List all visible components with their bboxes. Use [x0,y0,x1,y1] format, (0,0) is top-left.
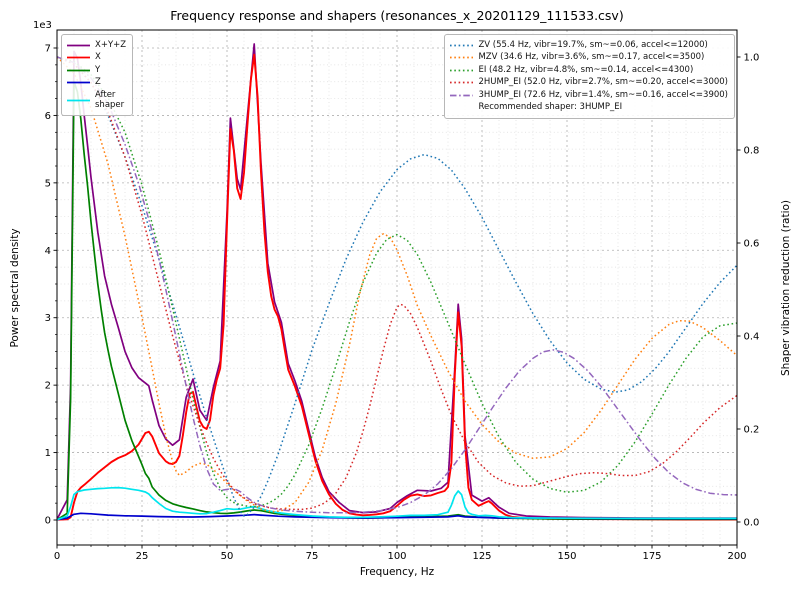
series-x [57,53,737,521]
x-tick-label: 175 [642,551,661,562]
series-after-shaper [57,486,737,521]
x-plus-y-plus-z-legend-line [67,44,90,46]
legend-item: X+Y+Z [66,40,126,51]
legend-item-label: Y [95,64,101,75]
legend-item-label: 2HUMP_EI (52.0 Hz, vibr=2.7%, sm~=0.20, … [478,77,728,88]
legend-item-label: After shaper [95,89,125,111]
blank-legend-handle [449,102,474,113]
legend-item-label: Z [95,77,101,88]
x-legend-line [67,56,90,59]
y-left-tick-label: 4 [45,246,51,257]
series-shaper-2hump-ei [57,56,737,511]
y-axis-label-left: Power spectral density [9,228,21,348]
legend-item-label: Recommended shaper: 3HUMP_EI [478,102,623,113]
series-y [57,80,737,521]
series-z [57,512,737,521]
y-right-tick-label: 0.0 [744,518,760,529]
shaper-mzv-legend-line [450,56,474,59]
y-left-tick-label: 7 [45,44,51,55]
x-tick-label: 100 [387,551,406,562]
after-shaper-legend-line [67,99,90,101]
y-left-tick-label: 2 [45,381,51,392]
y-right-tick-label: 0.2 [744,425,760,436]
chart-title: Frequency response and shapers (resonanc… [170,8,624,23]
legend-item: Z [66,77,126,88]
shaper-2hump-ei-legend-line [450,81,474,84]
y-left-tick-label: 5 [45,178,51,189]
y-axis-label-right: Shaper vibration reduction (ratio) [780,199,792,377]
x-tick-label: 150 [557,551,576,562]
x-tick-label: 125 [472,551,491,562]
z-legend-line [67,81,90,84]
legend-shapers: ZV (55.4 Hz, vibr=19.7%, sm~=0.06, accel… [444,34,735,119]
y-left-tick-label: 1 [45,448,51,459]
y-right-tick-label: 0.4 [744,332,760,343]
y-right-tick-label: 1.0 [744,53,760,64]
x-tick-label: 75 [306,551,319,562]
legend-item-label: 3HUMP_EI (72.6 Hz, vibr=1.4%, sm~=0.16, … [478,89,728,100]
y-legend-line [67,69,90,71]
legend-item: After shaper [66,90,126,111]
x-tick-label: 50 [221,551,234,562]
legend-item-label: EI (48.2 Hz, vibr=4.8%, sm~=0.14, accel<… [478,64,694,75]
legend-item: EI (48.2 Hz, vibr=4.8%, sm~=0.14, accel<… [449,65,728,76]
legend-item-label: X [95,52,101,63]
legend-item: ZV (55.4 Hz, vibr=19.7%, sm~=0.06, accel… [449,40,728,51]
x-tick-label: 200 [727,551,746,562]
shaper-ei-legend-line [450,69,474,71]
legend-item: Y [66,65,126,76]
legend-item-label: X+Y+Z [95,39,127,50]
legend-item-recommended: Recommended shaper: 3HUMP_EI [449,102,728,113]
x-axis-label: Frequency, Hz [359,566,435,578]
y-right-tick-label: 0.6 [744,239,760,250]
series-shaper-3hump-ei [57,56,737,514]
y-left-tick-label: 3 [45,313,51,324]
shaper-3hump-ei-legend-line [450,94,474,96]
y-left-tick-label: 0 [45,516,51,527]
legend-item-label: ZV (55.4 Hz, vibr=19.7%, sm~=0.06, accel… [478,39,708,50]
legend-item-label: MZV (34.6 Hz, vibr=3.6%, sm~=0.17, accel… [478,52,705,63]
y-left-tick-label: 6 [45,111,51,122]
legend-item: 2HUMP_EI (52.0 Hz, vibr=2.7%, sm~=0.20, … [449,77,728,88]
legend-item: X [66,52,126,63]
shaper-zv-legend-line [450,44,474,46]
x-tick-label: 25 [136,551,149,562]
x-tick-label: 0 [54,551,60,562]
y-right-tick-label: 0.8 [744,146,760,157]
y-axis-offset-text: 1e3 [33,20,52,31]
legend-item: MZV (34.6 Hz, vibr=3.6%, sm~=0.17, accel… [449,52,728,63]
legend-psd: X+Y+Z X Y Z After shaper [61,34,134,117]
legend-item: 3HUMP_EI (72.6 Hz, vibr=1.4%, sm~=0.16, … [449,90,728,101]
